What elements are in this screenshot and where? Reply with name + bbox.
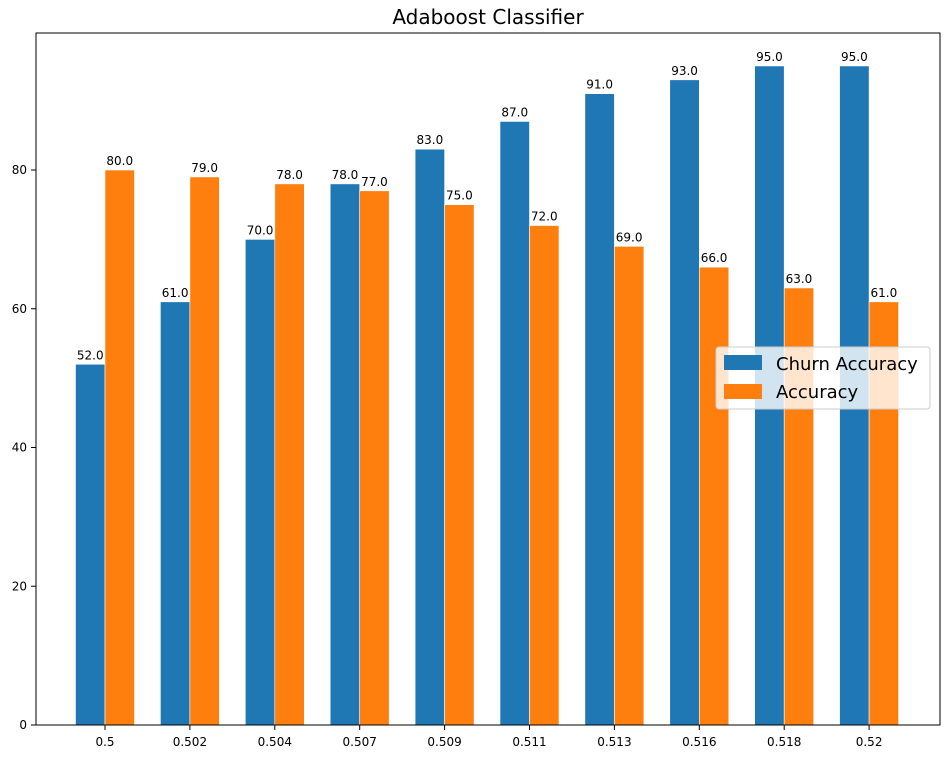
y-tick-label: 80 [12,163,27,177]
bar-churn-accuracy-0 [75,363,106,726]
bar-churn-accuracy-4 [414,148,445,726]
bar-accuracy-6 [614,246,645,726]
x-tick-label: 0.504 [258,735,292,749]
bar-churn-accuracy-7 [669,79,700,726]
bar-accuracy-7 [698,266,730,726]
bar-value-label: 78.0 [332,168,359,182]
bar-accuracy-1 [189,176,220,726]
bar-value-label: 75.0 [446,189,473,203]
bar-value-label: 77.0 [361,175,388,189]
y-tick-label: 20 [12,579,27,593]
x-tick-label: 0.516 [682,735,716,749]
y-axis: 0 20 40 60 80 [12,163,36,732]
legend-box [715,346,931,410]
bar-value-label: 72.0 [531,210,558,224]
bar-churn-accuracy-6 [584,93,615,726]
x-tick-label: 0.507 [343,735,377,749]
bar-value-label: 52.0 [77,348,104,362]
legend-swatch-churn-accuracy [724,355,762,370]
x-tick-label: 0.5 [95,735,114,749]
bar-accuracy-4 [444,204,475,726]
bar-value-label: 93.0 [671,64,698,78]
bar-value-label: 79.0 [191,161,218,175]
bar-value-label: 87.0 [501,105,528,119]
bar-value-label: 83.0 [416,133,443,147]
bar-accuracy-5 [529,225,560,726]
bar-value-label: 63.0 [786,272,813,286]
legend-label-churn-accuracy: Churn Accuracy [776,354,918,375]
chart-title: Adaboost Classifier [392,5,584,29]
x-tick-label: 0.509 [427,735,461,749]
bar-value-label: 61.0 [870,286,897,300]
legend: Churn Accuracy Accuracy [715,346,931,410]
y-tick-label: 60 [12,302,27,316]
bar-value-label: 69.0 [616,230,643,244]
bar-churn-accuracy-3 [329,183,361,726]
bar-value-label: 78.0 [276,168,303,182]
x-tick-label: 0.52 [856,735,883,749]
bar-accuracy-2 [274,183,305,726]
legend-label-accuracy: Accuracy [776,382,859,403]
legend-swatch-accuracy [724,384,762,399]
bar-value-label: 66.0 [701,251,728,265]
x-tick-label: 0.518 [767,735,801,749]
bar-value-label: 91.0 [586,78,613,92]
bar-value-label: 95.0 [841,50,868,64]
y-tick-label: 0 [19,718,27,732]
bar-accuracy-0 [104,169,135,726]
bar-accuracy-3 [359,190,390,726]
bar-churn-accuracy-2 [245,239,276,726]
bar-value-label: 61.0 [162,286,189,300]
bar-value-label: 70.0 [247,223,274,237]
bar-churn-accuracy-5 [499,121,530,726]
bar-labels-layer: 52.080.061.079.070.078.0 78.0 77.083.075.0… [77,50,897,362]
x-axis: 0.5 0.502 0.504 0.507 0.509 0.511 0.513 0.516 0.… [95,725,882,749]
plot-frame [35,32,941,726]
x-tick-label: 0.511 [512,735,546,749]
y-tick-label: 40 [12,441,27,455]
bar-churn-accuracy-1 [160,301,191,726]
bar-value-label: 80.0 [106,154,133,168]
x-tick-label: 0.513 [597,735,631,749]
bar-value-label: 95.0 [756,50,783,64]
x-tick-label: 0.502 [173,735,207,749]
